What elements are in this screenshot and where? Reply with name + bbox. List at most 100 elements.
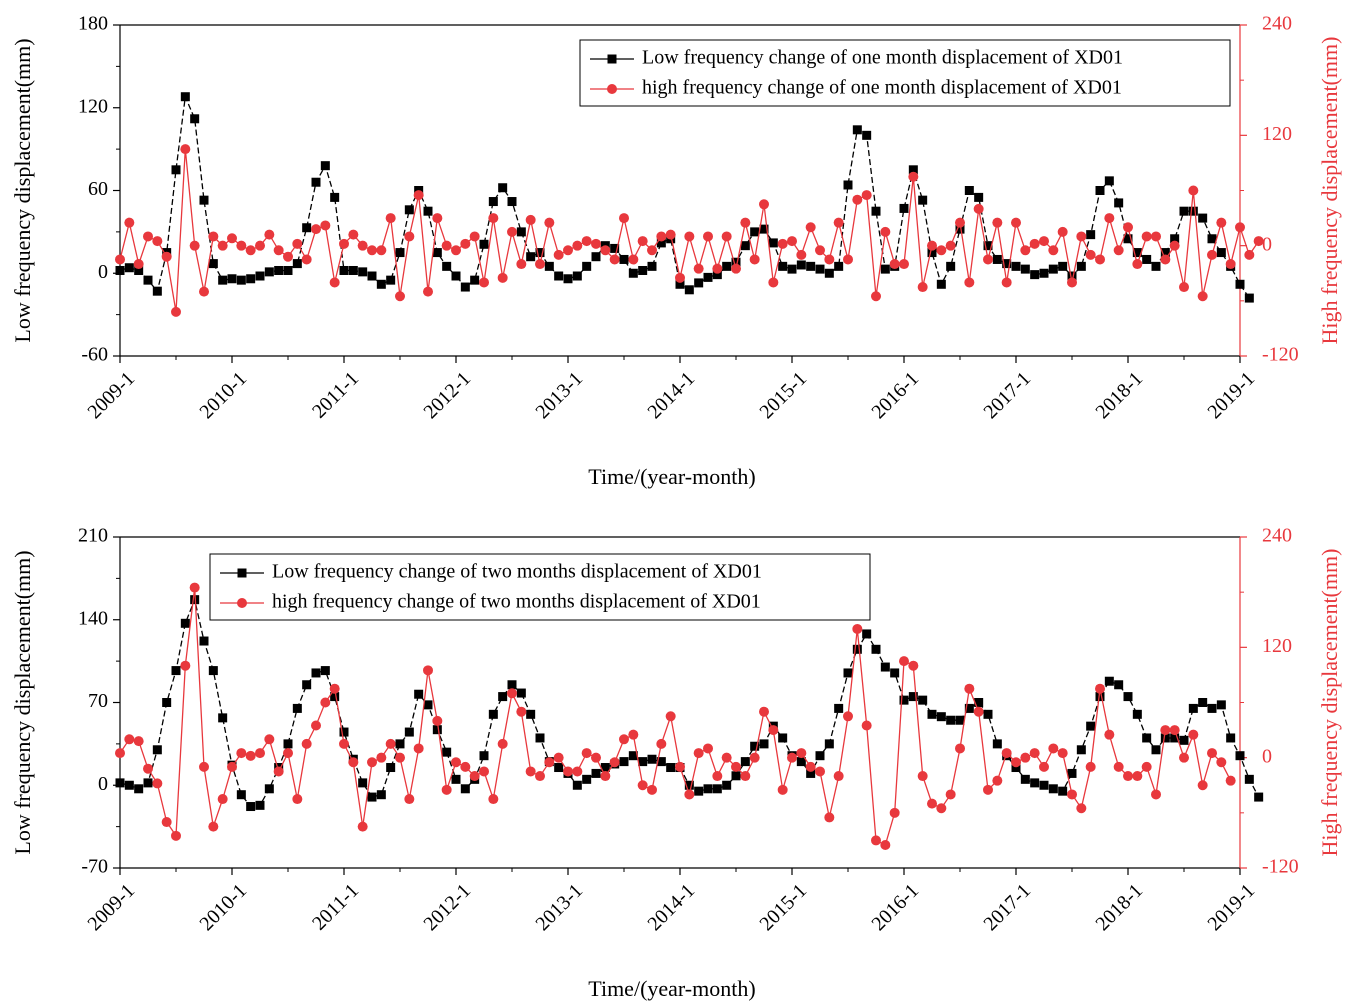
data-point [329, 683, 340, 694]
data-point [217, 240, 228, 251]
data-point [637, 236, 648, 247]
series-low-frequency [115, 595, 1264, 812]
data-point [133, 736, 144, 747]
y-tick-label-right: -120 [1262, 856, 1299, 878]
data-point [516, 706, 527, 717]
series-high-frequency [115, 144, 1264, 317]
data-point [246, 802, 256, 812]
data-point [162, 698, 172, 707]
data-point [1001, 748, 1012, 759]
data-point [712, 263, 723, 274]
data-point [684, 789, 695, 800]
data-point [656, 757, 666, 767]
data-point [1169, 240, 1180, 251]
data-point [880, 264, 890, 274]
data-point [134, 265, 144, 275]
data-point [638, 757, 648, 767]
data-point [628, 751, 638, 761]
data-point [777, 784, 788, 795]
data-point [656, 738, 667, 749]
data-point [740, 241, 750, 251]
data-point [1207, 748, 1217, 759]
data-point [190, 114, 200, 124]
data-point [357, 821, 368, 832]
data-point [1039, 268, 1049, 278]
data-point [1169, 725, 1180, 736]
data-point [301, 254, 312, 265]
data-point [647, 754, 657, 764]
data-point [806, 261, 816, 271]
data-point [423, 665, 433, 676]
data-point [292, 703, 302, 713]
data-point [516, 227, 526, 237]
data-point [703, 231, 713, 242]
data-point [1076, 261, 1086, 271]
data-point [264, 229, 275, 240]
x-tick-label: 2014-1 [644, 368, 700, 424]
x-tick-label: 2013-1 [532, 368, 588, 424]
data-point [862, 629, 872, 639]
data-point [554, 271, 564, 281]
series-line [119, 597, 1260, 808]
data-point [889, 259, 900, 270]
data-point [1048, 264, 1058, 274]
data-point [376, 790, 386, 800]
data-point [722, 261, 732, 271]
data-point [1095, 254, 1105, 265]
data-point [460, 784, 470, 794]
series-low-frequency [115, 92, 1254, 303]
data-point [889, 807, 900, 818]
data-point [273, 766, 284, 777]
data-point [787, 752, 797, 763]
data-point [992, 739, 1002, 749]
data-point [488, 197, 498, 207]
data-point [152, 745, 162, 755]
data-point [899, 203, 909, 213]
data-point [180, 618, 190, 628]
data-point [470, 275, 480, 285]
data-point [843, 711, 853, 722]
data-point [414, 689, 424, 699]
data-point [395, 739, 405, 749]
legend: Low frequency change of one month displa… [579, 39, 1231, 107]
data-point [1123, 771, 1133, 782]
data-point [871, 291, 881, 302]
data-point [581, 748, 592, 759]
data-point [1151, 261, 1161, 271]
data-point [236, 240, 247, 251]
x-tick-label: 2012-1 [420, 880, 476, 936]
data-point [665, 711, 676, 722]
data-point [255, 240, 265, 251]
data-point [255, 800, 265, 810]
x-tick-label: 2010-1 [196, 880, 252, 936]
legend-label: Low frequency change of one month displa… [642, 47, 1123, 69]
data-point [1123, 222, 1133, 233]
data-point [385, 213, 396, 224]
data-point [992, 775, 1003, 786]
data-point [591, 768, 601, 778]
data-point [703, 272, 713, 282]
data-point [684, 231, 695, 242]
data-point [1179, 282, 1189, 293]
data-point [871, 835, 881, 846]
x-tick-label: 2010-1 [196, 368, 252, 424]
data-point [273, 245, 284, 256]
x-tick-label: 2015-1 [756, 880, 812, 936]
data-point [1011, 763, 1021, 773]
legend-label: high frequency change of one month displ… [642, 77, 1122, 99]
data-point [684, 285, 694, 295]
data-point [301, 738, 312, 749]
data-point [647, 261, 657, 271]
data-point [973, 706, 984, 717]
data-point [1011, 261, 1021, 271]
data-point [451, 774, 461, 784]
data-point [619, 757, 629, 767]
data-point [749, 254, 760, 265]
x-tick-label: 2013-1 [532, 880, 588, 936]
y-tick-label-right: 0 [1262, 745, 1272, 767]
data-point [218, 713, 228, 723]
data-point [460, 761, 471, 772]
data-point [815, 264, 825, 274]
data-point [861, 720, 872, 731]
data-point [404, 231, 415, 242]
